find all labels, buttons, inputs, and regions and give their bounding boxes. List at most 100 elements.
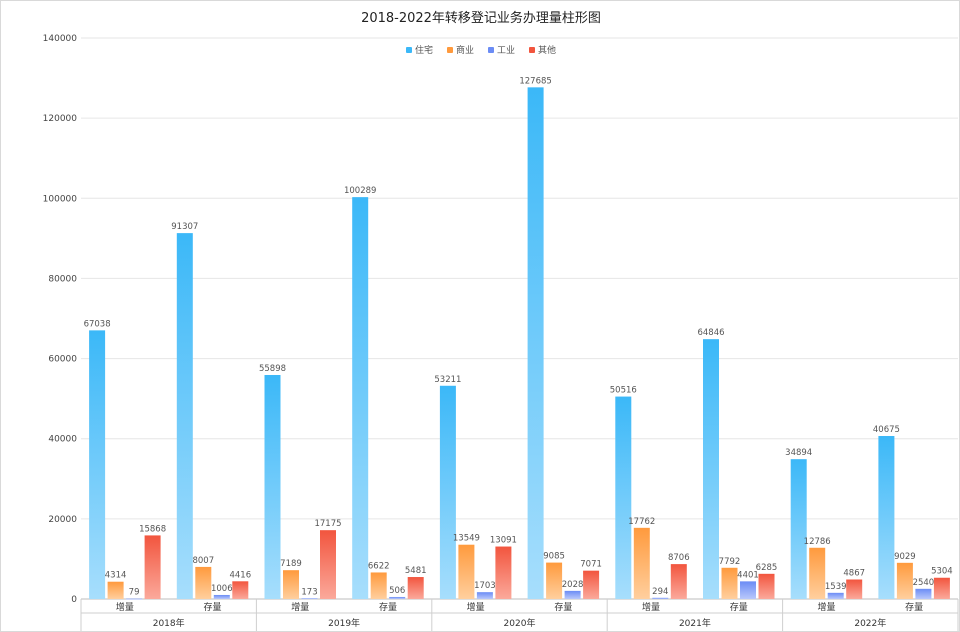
y-tick-label: 100000 bbox=[43, 194, 78, 204]
legend-swatch-residential bbox=[405, 46, 412, 53]
data-label: 6622 bbox=[368, 561, 390, 571]
data-label: 127685 bbox=[519, 76, 551, 86]
data-label: 506 bbox=[389, 586, 405, 596]
data-label: 2028 bbox=[562, 580, 584, 590]
legend-item-industrial[interactable]: 工业 bbox=[488, 43, 515, 56]
data-label: 2540 bbox=[913, 578, 935, 588]
bar-商业 bbox=[458, 544, 475, 599]
x-category-label: 存量 bbox=[379, 601, 397, 613]
bar-工业 bbox=[827, 592, 844, 599]
data-label: 7189 bbox=[280, 559, 302, 569]
legend-swatch-other bbox=[529, 46, 536, 53]
bar-其他 bbox=[232, 581, 249, 599]
chart-title: 2018-2022年转移登记业务办理量柱形图 bbox=[361, 11, 601, 26]
bar-住宅 bbox=[352, 197, 369, 599]
bar-工业 bbox=[740, 581, 756, 599]
y-tick-label: 120000 bbox=[43, 114, 78, 124]
bar-其他 bbox=[144, 535, 161, 599]
data-label: 53211 bbox=[434, 375, 461, 385]
data-label: 4416 bbox=[229, 570, 251, 580]
legend: 住宅 商业 工业 其他 bbox=[1, 43, 960, 56]
bar-住宅 bbox=[703, 339, 719, 599]
data-label: 50516 bbox=[610, 386, 637, 396]
data-label: 5304 bbox=[931, 567, 953, 577]
bar-商业 bbox=[107, 581, 124, 599]
legend-item-other[interactable]: 其他 bbox=[529, 43, 556, 56]
x-category-label: 存量 bbox=[730, 601, 748, 613]
bar-其他 bbox=[758, 573, 775, 599]
x-category-label: 增量 bbox=[116, 601, 134, 613]
x-group-label: 2018年 bbox=[153, 617, 185, 629]
data-label: 173 bbox=[301, 587, 317, 597]
data-label: 9085 bbox=[543, 552, 565, 562]
data-label: 79 bbox=[129, 588, 140, 598]
legend-label-residential: 住宅 bbox=[414, 46, 433, 56]
legend-item-commercial[interactable]: 商业 bbox=[446, 43, 474, 56]
data-label: 13549 bbox=[453, 534, 480, 544]
bar-工业 bbox=[915, 588, 932, 599]
bar-商业 bbox=[896, 562, 913, 599]
data-label: 4401 bbox=[737, 570, 759, 580]
bar-其他 bbox=[407, 577, 424, 599]
data-label: 1703 bbox=[474, 581, 496, 591]
bar-住宅 bbox=[439, 385, 456, 599]
data-label: 13091 bbox=[490, 536, 517, 546]
data-label: 100289 bbox=[344, 186, 376, 196]
legend-label-other: 其他 bbox=[538, 46, 557, 56]
x-group-label: 2022年 bbox=[854, 617, 886, 629]
bar-住宅 bbox=[264, 375, 281, 599]
data-label: 4314 bbox=[105, 571, 127, 581]
data-label: 17762 bbox=[628, 517, 655, 527]
legend-swatch-commercial bbox=[446, 46, 453, 53]
x-category-label: 存量 bbox=[905, 601, 923, 613]
data-label: 7071 bbox=[580, 560, 602, 570]
bar-商业 bbox=[721, 567, 738, 599]
bar-住宅 bbox=[89, 330, 106, 599]
bar-商业 bbox=[633, 527, 650, 599]
x-group-label: 2020年 bbox=[504, 617, 536, 629]
data-label: 294 bbox=[652, 587, 668, 597]
bar-商业 bbox=[370, 572, 387, 599]
x-group-label: 2019年 bbox=[328, 617, 360, 629]
data-label: 67038 bbox=[84, 319, 111, 329]
bar-商业 bbox=[546, 562, 563, 599]
x-category-label: 增量 bbox=[467, 601, 485, 613]
bar-其他 bbox=[933, 577, 950, 599]
bar-其他 bbox=[495, 546, 512, 599]
data-label: 1539 bbox=[825, 582, 847, 592]
y-tick-label: 140000 bbox=[43, 34, 78, 44]
legend-label-industrial: 工业 bbox=[497, 46, 516, 56]
bar-工业 bbox=[213, 594, 230, 599]
bar-商业 bbox=[195, 566, 212, 599]
y-tick-label: 60000 bbox=[48, 355, 77, 365]
data-label: 12786 bbox=[804, 537, 831, 547]
y-tick-label: 40000 bbox=[48, 435, 77, 445]
data-label: 15868 bbox=[139, 524, 166, 534]
data-label: 17175 bbox=[314, 519, 341, 529]
bar-住宅 bbox=[790, 459, 807, 599]
x-category-label: 增量 bbox=[817, 601, 835, 613]
data-label: 64846 bbox=[697, 328, 724, 338]
legend-swatch-industrial bbox=[488, 46, 494, 53]
data-label: 34894 bbox=[785, 448, 812, 458]
bar-住宅 bbox=[176, 233, 193, 599]
bar-其他 bbox=[846, 579, 863, 599]
data-label: 9029 bbox=[894, 552, 916, 562]
data-label: 1006 bbox=[211, 584, 233, 594]
data-label: 55898 bbox=[259, 364, 286, 374]
bar-商业 bbox=[809, 547, 826, 599]
bar-其他 bbox=[320, 530, 336, 599]
data-label: 6285 bbox=[756, 563, 778, 573]
bar-其他 bbox=[670, 564, 687, 599]
bar-住宅 bbox=[878, 436, 895, 599]
y-tick-label: 0 bbox=[71, 595, 77, 605]
bar-工业 bbox=[564, 590, 581, 599]
x-category-label: 存量 bbox=[204, 601, 222, 613]
x-category-label: 增量 bbox=[642, 601, 660, 613]
data-label: 91307 bbox=[171, 222, 198, 232]
x-category-label: 增量 bbox=[291, 601, 309, 613]
legend-item-residential[interactable]: 住宅 bbox=[405, 43, 433, 56]
bar-工业 bbox=[389, 596, 406, 599]
